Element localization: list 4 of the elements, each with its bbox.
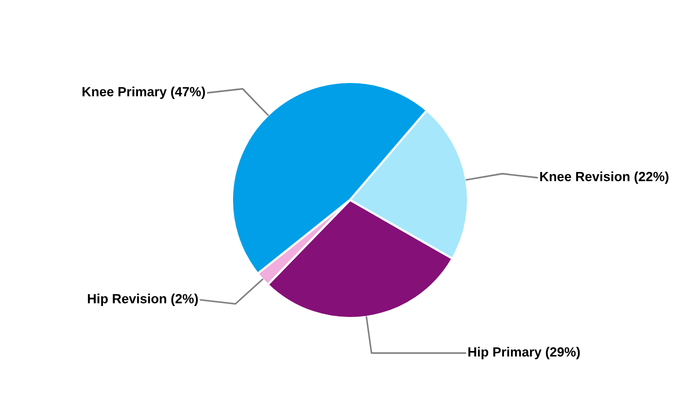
slice-label: Knee Primary (47%) [82, 86, 205, 99]
slice-label: Hip Primary (29%) [468, 346, 580, 360]
slice-label: Knee Revision (22%) [540, 172, 668, 184]
slice-label: Hip Revision (2%) [88, 294, 198, 306]
